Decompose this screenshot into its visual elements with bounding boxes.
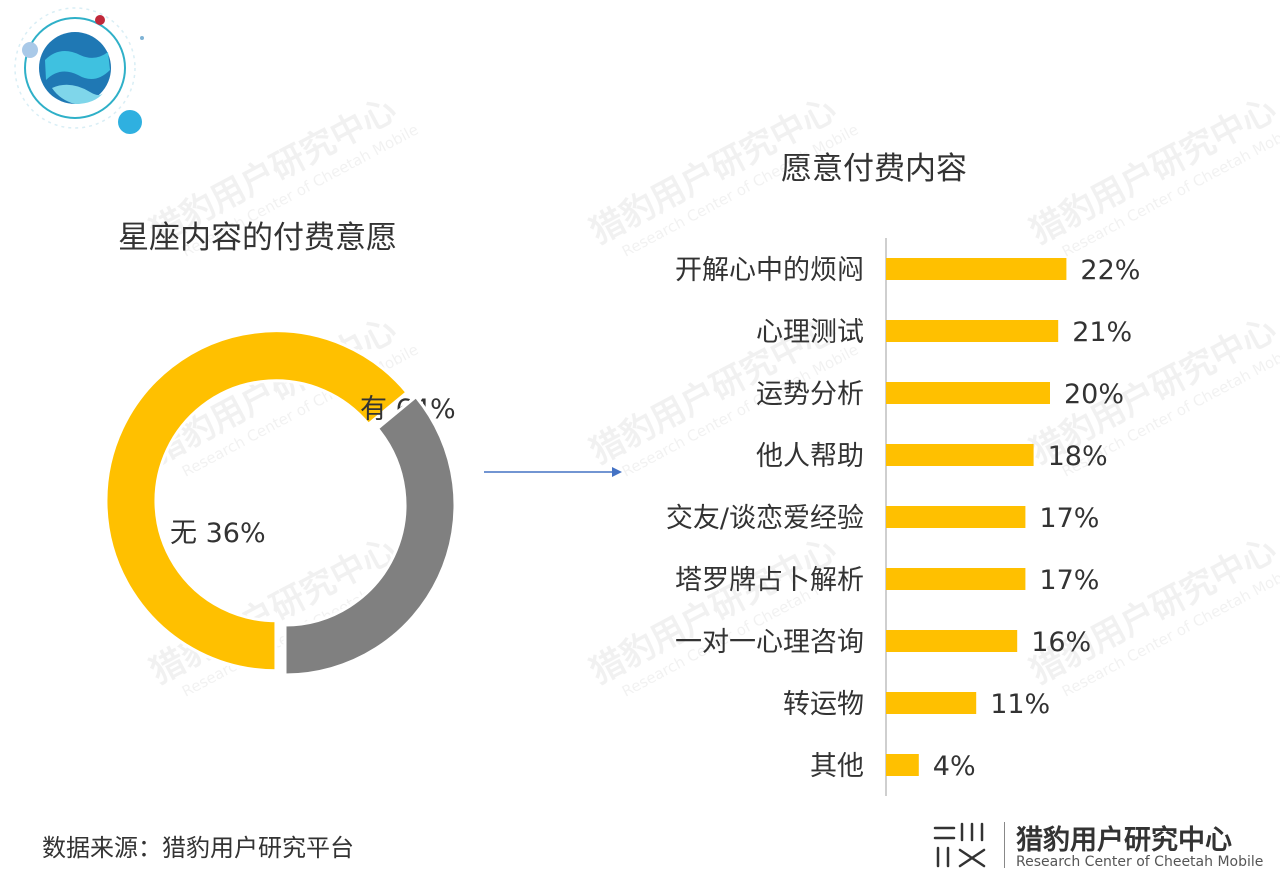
bar [886, 754, 919, 776]
value-label: 20% [1064, 379, 1124, 410]
donut-slice-yes [104, 329, 410, 673]
bar [886, 630, 1018, 652]
value-label: 21% [1072, 317, 1132, 348]
category-label: 他人帮助 [756, 441, 864, 472]
category-label: 心理测试 [756, 317, 864, 348]
bar [886, 320, 1059, 342]
donut-chart-title: 星座内容的付费意愿 [118, 220, 397, 256]
brand-english-name: Research Center of Cheetah Mobile [1016, 854, 1264, 870]
bar [886, 444, 1034, 466]
category-label: 交友/谈恋爱经验 [666, 503, 864, 534]
category-label: 塔罗牌占卜解析 [675, 565, 864, 596]
brand-name: 猎豹用户研究中心 [1016, 825, 1232, 856]
bar-chart: 开解心中的烦闷 22% 心理测试 21% 运势分析 20% 他人帮助 18% 交友/谈恋爱经验 1… [666, 238, 1140, 796]
arrow-right-icon [484, 467, 622, 477]
value-label: 16% [1031, 627, 1091, 658]
bar [886, 382, 1050, 404]
category-label: 转运物 [783, 689, 864, 720]
brand-logo: 猎豹用户研究中心 Research Center of Cheetah Mobi… [932, 818, 1272, 874]
category-label: 开解心中的烦闷 [675, 255, 864, 286]
value-label: 18% [1048, 441, 1108, 472]
brand-mark-icon [933, 822, 986, 868]
value-label: 17% [1039, 503, 1099, 534]
source-note: 数据来源：猎豹用户研究平台 [42, 834, 354, 862]
donut-label-no: 无 36% [170, 518, 266, 549]
category-label: 运势分析 [756, 379, 864, 410]
brand-divider [1004, 822, 1005, 868]
value-label: 22% [1080, 255, 1140, 286]
bar [886, 568, 1026, 590]
value-label: 11% [990, 689, 1050, 720]
category-label: 一对一心理咨询 [675, 627, 864, 658]
category-label: 其他 [810, 751, 864, 782]
bar [886, 258, 1067, 280]
donut-slice-no [283, 394, 457, 677]
value-label: 4% [933, 751, 976, 782]
bar [886, 506, 1026, 528]
donut-chart: 有 64%无 36% [104, 329, 457, 677]
bar [886, 692, 977, 714]
planet-logo-icon [14, 7, 144, 134]
bar-chart-title: 愿意付费内容 [781, 151, 967, 187]
value-label: 17% [1039, 565, 1099, 596]
